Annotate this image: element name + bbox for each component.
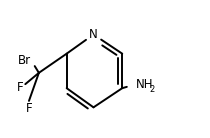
Text: F: F — [25, 102, 32, 115]
Text: N: N — [89, 28, 98, 41]
Text: Br: Br — [18, 54, 31, 67]
Text: NH: NH — [136, 78, 153, 91]
Text: 2: 2 — [150, 85, 155, 94]
Text: F: F — [17, 81, 24, 94]
